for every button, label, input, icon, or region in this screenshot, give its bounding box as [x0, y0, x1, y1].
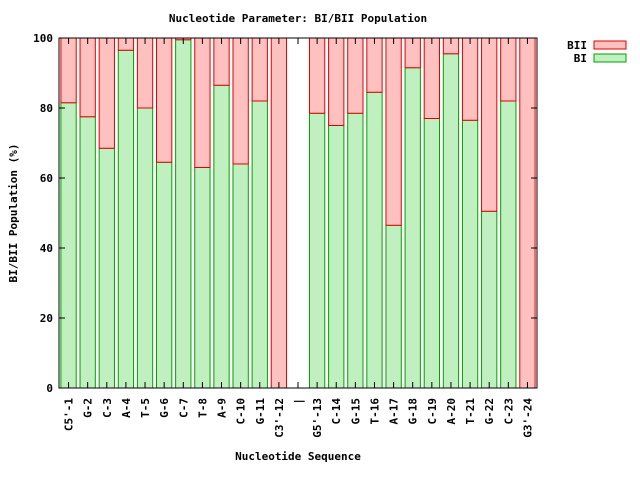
bar-bii-21 — [461, 37, 479, 121]
bar-bii-15 — [347, 37, 364, 114]
bar-bii-19 — [423, 37, 440, 119]
bar-bii-24 — [519, 37, 536, 389]
x-tick-label-11: C3'-12 — [273, 398, 286, 438]
x-tick-label-19: C-19 — [426, 398, 439, 425]
bar-bi-6 — [175, 39, 192, 389]
legend-swatch-bi — [593, 53, 627, 63]
bar-bi-13 — [308, 112, 326, 389]
bar-bii-14 — [328, 37, 345, 126]
x-tick-label-23: C-23 — [502, 398, 515, 425]
bar-bi-19 — [423, 118, 440, 389]
x-ticks: C5'-1 G-2 C-3 A-4 T-5 G-6 C-7 T-8 A-9 C-10 G-11 C3'… — [63, 38, 534, 438]
bar-bii-17 — [385, 37, 402, 226]
chart-title: Nucleotide Parameter: BI/BII Population — [169, 12, 427, 25]
bar-bi-7 — [194, 167, 211, 389]
bar-bi-8 — [213, 84, 230, 389]
bar-bi-17 — [385, 224, 402, 389]
bar-bi-18 — [404, 67, 421, 389]
bar-bi-20 — [442, 53, 460, 389]
y-tick-label-3: 60 — [40, 172, 53, 185]
legend-label-bi: BI — [574, 52, 587, 65]
x-tick-label-14: C-14 — [330, 398, 343, 425]
bar-bi-4 — [136, 107, 154, 389]
x-tick-label-20: A-20 — [445, 398, 458, 425]
bar-bi-23 — [500, 100, 517, 389]
x-tick-label-1: G-2 — [82, 398, 95, 418]
bar-bii-0 — [60, 37, 77, 104]
bar-bii-22 — [481, 37, 498, 212]
bar-bii-5 — [156, 37, 173, 163]
bar-bii-4 — [136, 37, 154, 109]
bar-bi-9 — [232, 163, 249, 389]
bar-bii-13 — [308, 37, 326, 114]
x-tick-label-5: G-6 — [158, 398, 171, 418]
x-tick-label-10: G-11 — [254, 398, 267, 425]
legend-label-bii: BII — [567, 39, 587, 52]
bar-bii-1 — [79, 37, 96, 118]
y-tick-label-2: 40 — [40, 242, 53, 255]
bar-bii-10 — [251, 37, 268, 102]
x-axis-label: Nucleotide Sequence — [235, 450, 361, 463]
x-tick-label-13: G5'-13 — [311, 398, 324, 438]
x-tick-label-18: G-18 — [407, 398, 420, 425]
bar-bi-22 — [481, 210, 498, 389]
x-tick-label-4: T-5 — [139, 398, 152, 418]
x-tick-label-12: | — [292, 398, 305, 405]
bar-bii-16 — [366, 37, 383, 93]
y-tick-label-4: 80 — [40, 102, 53, 115]
x-tick-label-7: T-8 — [196, 398, 209, 418]
y-tick-label-1: 20 — [40, 312, 53, 325]
bar-bii-2 — [98, 37, 115, 149]
bar-bi-5 — [156, 161, 173, 389]
bar-bi-21 — [461, 119, 479, 389]
bar-bi-16 — [366, 91, 383, 389]
bar-bii-7 — [194, 37, 211, 168]
y-ticks: 0 20 40 60 80 100 — [33, 32, 537, 395]
legend-swatch-bii — [593, 40, 627, 50]
x-tick-label-8: A-9 — [216, 398, 229, 418]
x-tick-label-6: C-7 — [177, 398, 190, 418]
y-axis-label: BI/BII Population (%) — [7, 143, 20, 282]
bar-bi-15 — [347, 112, 364, 389]
bar-bi-2 — [98, 147, 115, 389]
bar-bii-11 — [270, 37, 288, 389]
bars-layer — [60, 37, 536, 389]
x-tick-label-24: G3'-24 — [521, 398, 534, 438]
y-tick-label-5: 100 — [33, 32, 53, 45]
bar-bii-23 — [500, 37, 517, 102]
bar-bi-14 — [328, 125, 345, 389]
x-tick-label-9: C-10 — [235, 398, 248, 425]
bar-bi-0 — [60, 102, 77, 389]
x-tick-label-16: T-16 — [368, 398, 381, 425]
x-tick-label-15: G-15 — [349, 398, 362, 425]
x-tick-label-22: G-22 — [483, 398, 496, 425]
bar-bii-8 — [213, 37, 230, 86]
x-tick-label-2: C-3 — [101, 398, 114, 418]
bar-bi-10 — [251, 100, 268, 389]
bar-bii-9 — [232, 37, 249, 165]
bar-bi-1 — [79, 116, 96, 389]
x-tick-label-0: C5'-1 — [63, 398, 76, 431]
x-tick-label-17: A-17 — [388, 398, 401, 425]
bar-bi-3 — [117, 49, 135, 389]
y-tick-label-0: 0 — [46, 382, 53, 395]
x-tick-label-3: A-4 — [120, 398, 133, 418]
x-tick-label-21: T-21 — [464, 398, 477, 425]
